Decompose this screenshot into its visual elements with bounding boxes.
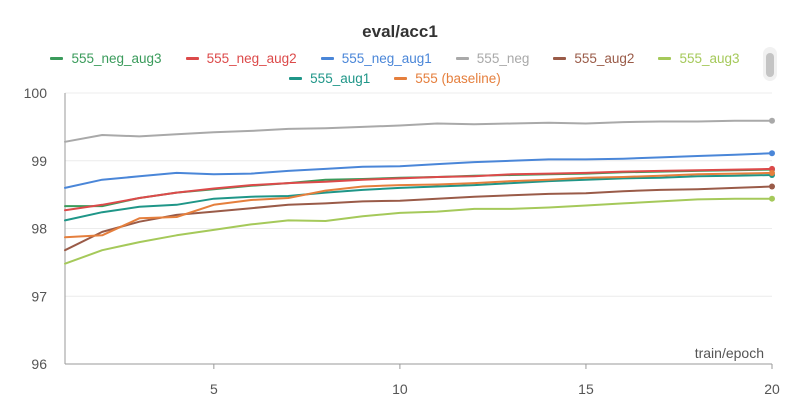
series-end-point (769, 169, 775, 176)
legend-row: 555_aug1 555 (baseline) (30, 68, 760, 88)
legend-label: 555_aug1 (310, 70, 371, 86)
legend: 555_neg_aug3 555_neg_aug2 555_neg_aug1 555_… (30, 48, 760, 88)
x-tick-label: 5 (210, 381, 218, 397)
series-line (64, 152, 773, 189)
legend-label: 555_neg (476, 50, 530, 66)
legend-item[interactable]: 555 (baseline) (394, 71, 501, 86)
series-line (64, 174, 773, 222)
legend-label: 555_neg_aug3 (71, 50, 162, 66)
legend-label: 555_neg_aug1 (341, 50, 432, 66)
x-tick-label: 10 (392, 381, 408, 397)
legend-label: 555_aug2 (574, 50, 635, 66)
legend-swatch (289, 76, 303, 80)
legend-item[interactable]: 555_neg_aug3 (50, 50, 162, 66)
y-tick-label: 100 (24, 85, 48, 101)
legend-row: 555_neg_aug3 555_neg_aug2 555_neg_aug1 555_… (30, 48, 760, 68)
legend-item[interactable]: 555_neg (455, 50, 530, 66)
legend-swatch (553, 56, 567, 60)
series-line (64, 119, 773, 143)
legend-swatch (658, 56, 672, 60)
legend-label: 555_aug3 (679, 50, 740, 66)
legend-swatch (455, 56, 469, 60)
series-end-point (769, 195, 775, 202)
x-axis-label: train/epoch (695, 345, 764, 361)
legend-scroll-thumb[interactable] (766, 53, 774, 77)
series-line (64, 197, 773, 265)
y-tick-label: 99 (31, 153, 47, 169)
legend-swatch (185, 56, 199, 60)
legend-label: 555_neg_aug2 (206, 50, 297, 66)
legend-swatch (320, 56, 334, 60)
series-end-point (769, 117, 775, 124)
chart-title: eval/acc1 (362, 22, 438, 41)
legend-swatch (394, 76, 408, 80)
y-tick-label: 97 (31, 288, 47, 304)
legend-item[interactable]: 555_aug3 (658, 50, 740, 66)
legend-swatch (50, 56, 64, 60)
legend-item[interactable]: 555_neg_aug1 (320, 50, 432, 66)
legend-label: 555 (baseline) (415, 70, 501, 86)
series-line (64, 185, 773, 252)
legend-item[interactable]: 555_neg_aug2 (185, 50, 297, 66)
series-end-point (769, 150, 775, 157)
legend-scrollbar[interactable] (763, 47, 777, 81)
series-end-point (769, 183, 775, 190)
series-line (64, 167, 773, 212)
series-line (64, 171, 773, 239)
y-tick-label: 96 (31, 356, 47, 372)
y-tick-label: 98 (31, 221, 47, 237)
legend-item[interactable]: 555_aug2 (553, 51, 634, 66)
legend-item[interactable]: 555_aug1 (289, 71, 370, 86)
x-tick-label: 20 (764, 381, 780, 397)
x-tick-label: 15 (578, 381, 594, 397)
